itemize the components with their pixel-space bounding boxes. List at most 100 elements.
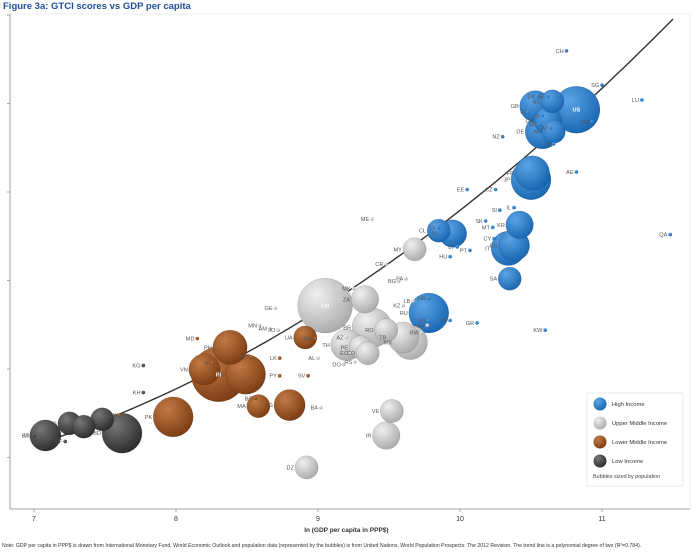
bubble-cn — [297, 278, 353, 334]
point-label-sa: SA — [490, 277, 498, 283]
bubble-mt — [490, 225, 495, 230]
bubble-me — [370, 217, 374, 221]
point-label-co: CO — [347, 351, 356, 357]
point-label-de: DE — [516, 130, 524, 136]
legend-swatch-upper-middle — [593, 416, 607, 430]
point-label-hu: HU — [439, 255, 447, 261]
point-label-hr: HR — [418, 296, 426, 302]
bubble-jo — [276, 328, 281, 332]
point-label-ec: EC — [340, 351, 348, 357]
bubble-mn — [258, 323, 262, 328]
bubble-tt — [448, 318, 452, 323]
legend-swatch-lower-middle — [593, 435, 607, 449]
point-label-ma: MA — [304, 337, 313, 343]
bubble-ru — [408, 292, 449, 334]
point-label-ee: EE — [457, 188, 465, 194]
point-label-bg: BG — [388, 279, 396, 285]
point-label-ro: RO — [365, 328, 374, 334]
point-label-jo: JO — [268, 328, 276, 334]
bubble-cl — [426, 218, 451, 243]
point-label-pa: PA — [396, 277, 403, 283]
bubble-sg — [600, 83, 604, 87]
point-label-eg: EG — [265, 403, 273, 409]
point-label-ml: ML — [23, 434, 31, 440]
bubble-az — [344, 335, 349, 340]
point-label-kh: KH — [133, 390, 141, 396]
point-label-lt: LT — [448, 245, 455, 251]
point-label-jp: JP — [503, 178, 510, 184]
bubble-ph — [212, 329, 248, 365]
point-label-sv: SV — [298, 374, 306, 380]
point-label-pe: PE — [341, 345, 349, 351]
bubble-mk — [351, 286, 356, 291]
point-label-za: ZA — [343, 297, 350, 303]
bubble-tz — [71, 414, 96, 439]
bubble-lt — [455, 245, 460, 249]
figure-title: Figure 3a: GTCI scores vs GDP per capita — [3, 1, 191, 12]
point-label-ug: UG — [49, 421, 57, 427]
x-axis-title: ln (GDP per capita in PPP$) — [304, 527, 388, 534]
point-label-gr: GR — [466, 321, 474, 327]
bubble-uy — [427, 318, 431, 323]
point-label-al: AL — [308, 356, 315, 362]
bubble-bg — [397, 279, 401, 283]
point-label-si: SI — [492, 208, 498, 214]
bubble-hu — [448, 254, 452, 259]
bubble-et — [29, 419, 62, 452]
legend-swatch-low — [593, 454, 607, 468]
point-label-au: AU — [533, 130, 541, 136]
x-tick-label: 10 — [456, 516, 464, 523]
bubble-ba — [319, 405, 323, 410]
bubble-kg — [141, 363, 146, 368]
point-label-ba: BA — [311, 406, 319, 412]
point-label-ve: VE — [372, 409, 380, 415]
point-label-sn: SN — [109, 413, 117, 419]
bubble-pt — [468, 248, 472, 253]
point-label-ar: AR — [417, 323, 425, 329]
x-axis-ticks: 7 8 9 10 11 — [32, 509, 606, 523]
bubble-ch — [564, 49, 569, 53]
bubble-kw — [543, 328, 547, 332]
bubble-ma — [246, 394, 271, 418]
bubble-bo — [253, 396, 258, 401]
point-label-do: DO — [332, 363, 341, 369]
point-label-ru: RU — [400, 311, 408, 317]
bubbles-layer — [29, 49, 672, 480]
point-label-cl: CL — [419, 229, 426, 235]
point-label-md: MD — [186, 337, 195, 343]
point-label-me: ME — [361, 217, 370, 223]
bubble-nl — [540, 89, 565, 114]
point-label-pt: PT — [460, 248, 468, 254]
point-label-pk: PK — [145, 415, 153, 421]
point-label-kw: KW — [533, 328, 543, 334]
bubble-sk — [483, 219, 488, 223]
x-tick-label: 9 — [316, 516, 320, 523]
point-label-mk: MK — [342, 287, 351, 293]
bubble-lb — [411, 299, 415, 303]
bubble-lv — [436, 225, 441, 230]
bubble-gt — [249, 355, 254, 359]
point-label-ma: MA — [237, 404, 246, 410]
bubble-md — [195, 336, 200, 341]
legend-label-high: High Income — [612, 402, 645, 408]
point-label-uy: UY — [418, 318, 426, 324]
bubble-za — [350, 285, 379, 314]
point-label-nl: NL — [533, 99, 540, 105]
bubble-fr — [515, 155, 550, 191]
point-label-tz: TZ — [64, 425, 71, 431]
point-label-ua: UA — [285, 336, 293, 342]
plot-area — [9, 13, 691, 510]
bubble-ie — [551, 142, 556, 146]
point-label-bf: BF — [55, 439, 63, 445]
point-label-id: ID — [219, 372, 225, 378]
bubble-my — [402, 237, 427, 262]
bubble-lu — [640, 98, 644, 102]
point-label-ke: KE — [82, 417, 90, 423]
point-label-fr: FR — [507, 171, 514, 177]
point-label-tr: TR — [379, 336, 386, 342]
bubble-is — [540, 113, 545, 118]
point-label-qa: QA — [659, 233, 667, 239]
bubble-bf — [63, 439, 67, 444]
bubble-ml — [32, 433, 36, 438]
bubble-cy — [492, 236, 496, 241]
